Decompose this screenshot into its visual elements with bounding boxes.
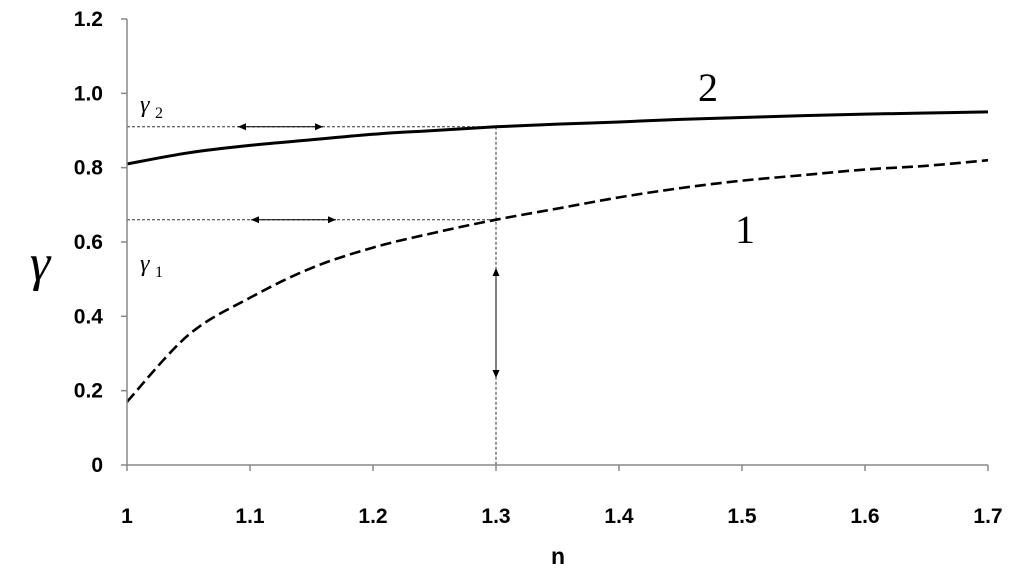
x-tick-label: 1.7: [973, 505, 1002, 528]
gamma1-label: γ 1: [140, 251, 163, 281]
y-tick-label: 0: [91, 454, 103, 477]
x-tick-label: 1.1: [235, 505, 265, 528]
gamma2-symbol: γ: [140, 92, 150, 118]
vertical-arrow: [492, 268, 500, 378]
series-label-1: 1: [735, 207, 755, 252]
gamma2-subscript: 2: [155, 105, 163, 122]
gamma2-arrow-head-right: [315, 123, 323, 131]
series-2-line: [126, 110, 989, 166]
x-tick-label: 1: [121, 505, 133, 528]
gamma2-arrow: [238, 123, 323, 131]
x-tick-label: 1.3: [481, 505, 510, 528]
curves: [126, 110, 989, 403]
vertical-arrow-head-down: [492, 370, 500, 378]
gamma1-subscript: 1: [155, 264, 163, 281]
y-tick-label: 1.0: [74, 82, 103, 105]
gamma1-arrow-head-left: [251, 216, 259, 224]
x-axis-title: n: [551, 543, 565, 569]
axes: [121, 18, 989, 471]
vertical-arrow-head-up: [492, 268, 500, 276]
gamma2-label: γ 2: [140, 92, 163, 122]
series-1-line: [126, 158, 989, 403]
gamma1-arrow: [251, 216, 336, 224]
y-tick-label: 0.6: [74, 231, 103, 254]
gamma1-symbol: γ: [140, 251, 150, 277]
x-tick-labels: 1 1.1 1.2 1.3 1.4 1.5 1.6 1.7: [121, 505, 1002, 528]
gamma1-arrow-head-right: [328, 216, 336, 224]
reference-lines: [127, 126, 497, 465]
y-tick-label: 0.2: [74, 380, 103, 403]
y-tick-labels: 0 0.2 0.4 0.6 0.8 1.0 1.2: [74, 8, 104, 477]
y-tick-label: 1.2: [74, 8, 103, 31]
y-tick-label: 0.4: [74, 305, 104, 328]
gamma2-arrow-head-left: [238, 123, 246, 131]
y-tick-label: 0.8: [74, 157, 104, 180]
series-label-2: 2: [698, 65, 718, 110]
x-tick-label: 1.6: [850, 505, 879, 528]
reference-arrows: [238, 123, 500, 378]
x-tick-label: 1.4: [604, 505, 634, 528]
x-tick-label: 1.2: [358, 505, 387, 528]
y-axis-title: γ: [30, 235, 52, 292]
x-tick-label: 1.5: [727, 505, 757, 528]
